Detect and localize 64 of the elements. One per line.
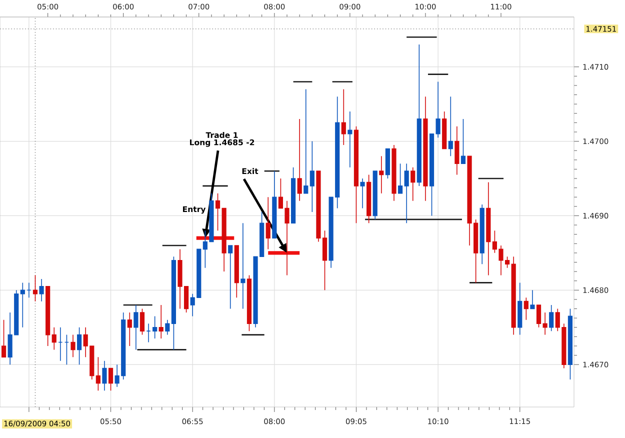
candlestick	[46, 286, 50, 346]
candlestick	[524, 297, 528, 320]
candlestick	[266, 196, 270, 250]
candlestick	[429, 133, 434, 216]
candlestick	[341, 88, 346, 146]
candlestick	[423, 96, 428, 202]
candlestick	[102, 360, 107, 392]
candlestick	[460, 118, 466, 164]
candlestick	[234, 245, 239, 298]
candlestick	[152, 316, 158, 339]
candlestick	[1, 320, 6, 358]
candlestick	[158, 304, 164, 339]
candlestick	[442, 111, 447, 150]
candlestick	[222, 208, 226, 272]
candlestick	[360, 178, 365, 209]
candlestick	[542, 312, 548, 336]
candlestick	[536, 304, 542, 328]
candlestick	[436, 81, 440, 138]
candlestick	[549, 304, 554, 332]
candlestick	[392, 144, 396, 202]
candlestick	[215, 192, 220, 232]
candlestick	[518, 282, 522, 336]
candlestick	[568, 308, 573, 380]
candlestick	[39, 278, 44, 302]
candlestick	[480, 204, 484, 264]
candlestick	[140, 308, 145, 336]
candlestick	[297, 118, 302, 202]
candlestick	[304, 88, 308, 194]
candlestick	[26, 282, 32, 298]
candlestick	[70, 334, 76, 358]
candlestick	[385, 148, 390, 179]
candlestick	[20, 282, 25, 328]
candlestick	[96, 356, 100, 392]
candlestick	[32, 274, 38, 302]
candlestick	[486, 182, 491, 276]
candlestick	[64, 334, 70, 365]
candlestick	[291, 166, 296, 224]
candlestick	[108, 368, 114, 392]
candlestick	[171, 256, 176, 350]
candlestick	[52, 326, 56, 350]
candlestick	[165, 320, 170, 336]
candlestick	[448, 96, 453, 157]
candlestick	[77, 326, 82, 365]
candlestick	[310, 140, 314, 212]
candlestick	[530, 290, 535, 310]
candlestick	[416, 44, 422, 186]
candlestick	[246, 274, 252, 332]
candlestick	[348, 111, 352, 168]
candlestick	[272, 170, 277, 238]
candlestick	[398, 163, 403, 194]
candlestick	[354, 126, 359, 224]
candlestick	[58, 326, 63, 362]
candlestick	[134, 304, 138, 350]
candlestick	[127, 312, 132, 346]
candlestick	[511, 256, 516, 336]
candlestick	[410, 166, 416, 202]
candlestick	[379, 156, 384, 194]
candlestick	[240, 222, 246, 310]
candlestick	[372, 170, 378, 220]
candlestick	[146, 323, 151, 343]
candlestick	[366, 174, 372, 224]
candlestick	[404, 163, 409, 224]
candlestick	[228, 245, 233, 310]
candlestick	[454, 126, 460, 176]
